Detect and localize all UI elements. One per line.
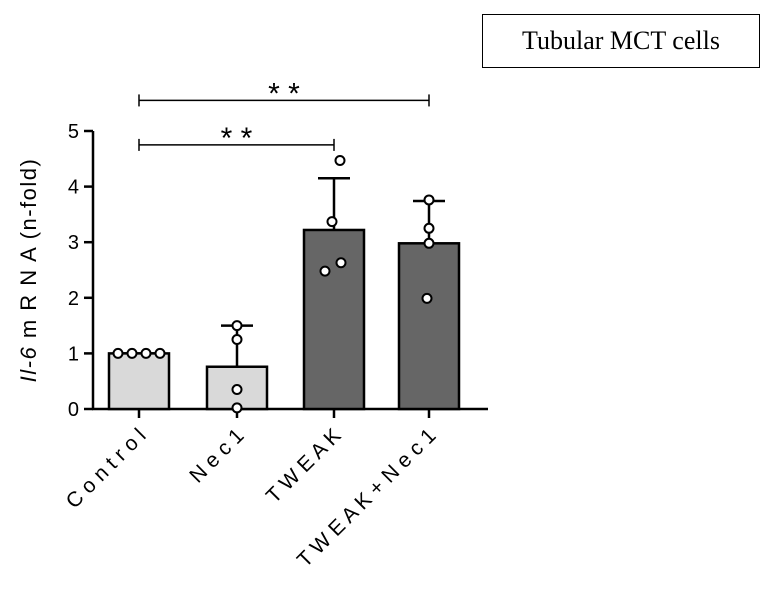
y-tick-label: 1 [68, 343, 79, 365]
data-point [423, 194, 435, 206]
data-point [112, 347, 124, 359]
data-point [231, 384, 243, 396]
y-tick-label: 5 [68, 121, 79, 143]
data-point [126, 347, 138, 359]
data-point [334, 154, 346, 166]
y-axis-label: Il-6 m R N A (n-fold) [16, 158, 41, 383]
data-point [154, 347, 166, 359]
y-tick-label: 0 [68, 399, 79, 421]
bar [302, 228, 366, 411]
x-tick-label: N e c 1 [185, 424, 248, 487]
data-point [326, 216, 338, 228]
x-tick-label: C o n t r o l [62, 424, 151, 513]
cell-type-label-box: Tubular MCT cells [482, 14, 760, 68]
data-point [421, 292, 433, 304]
significance-label: * * [221, 122, 253, 155]
cell-type-label: Tubular MCT cells [522, 26, 720, 55]
data-point [231, 402, 243, 414]
y-tick-label: 3 [68, 232, 79, 254]
bar [397, 242, 461, 411]
data-point [423, 237, 435, 249]
significance-label: * * [268, 77, 300, 110]
y-axis-label-gene: Il-6 [16, 346, 41, 383]
data-point [231, 334, 243, 345]
y-tick-label: 2 [68, 288, 79, 310]
data-point [231, 320, 243, 332]
data-point [319, 265, 331, 277]
data-point [423, 222, 435, 234]
data-point [140, 347, 152, 359]
x-tick-label: T W E A K [262, 424, 346, 508]
bar [107, 352, 171, 411]
data-point [335, 257, 347, 269]
y-axis-label-unit: m R N A (n-fold) [16, 158, 41, 346]
y-axis-title: Il-6 m R N A (n-fold) [16, 158, 41, 383]
y-tick-label: 4 [68, 177, 79, 199]
